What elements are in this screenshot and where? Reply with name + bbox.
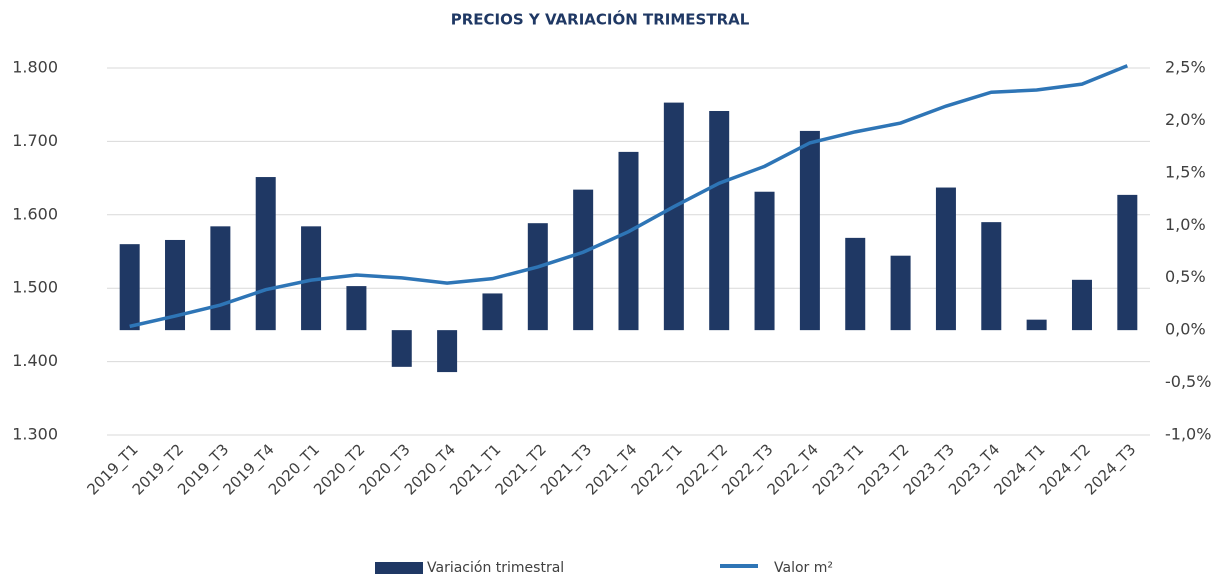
y-tick-label: 1.400	[12, 351, 58, 370]
bar	[709, 110, 730, 331]
bar	[301, 226, 322, 331]
bar	[799, 130, 820, 331]
bar	[981, 222, 1002, 331]
legend-label: Variación trimestral	[427, 560, 564, 576]
y2-tick-label: 2,0%	[1165, 110, 1206, 129]
y-tick-label: 1.600	[12, 204, 58, 223]
bar	[754, 191, 775, 331]
bar	[1071, 279, 1092, 331]
bar	[119, 244, 140, 331]
y2-tick-label: 1,5%	[1165, 162, 1206, 181]
legend-label: Valor m²	[774, 560, 833, 576]
bar	[1117, 194, 1138, 331]
y2-tick-label: -0,5%	[1165, 372, 1211, 391]
bar	[482, 293, 503, 331]
y-tick-label: 1.800	[12, 58, 58, 77]
bar	[618, 151, 639, 331]
y2-tick-label: 1,0%	[1165, 215, 1206, 234]
legend-swatch	[375, 562, 423, 574]
y2-tick-label: 0,5%	[1165, 267, 1206, 286]
bar	[210, 226, 231, 331]
y-tick-label: 1.700	[12, 131, 58, 150]
y2-tick-label: 2,5%	[1165, 58, 1206, 77]
bar	[573, 189, 594, 331]
line	[129, 64, 1128, 329]
y2-tick-label: -1,0%	[1165, 425, 1211, 444]
bar	[1026, 319, 1047, 331]
bar	[527, 223, 548, 331]
bar	[663, 102, 684, 331]
bar	[437, 330, 458, 373]
bar	[845, 237, 866, 331]
y-tick-label: 1.300	[12, 425, 58, 444]
bar	[346, 286, 367, 331]
bar	[935, 187, 956, 331]
bar	[391, 330, 412, 367]
plot-area	[119, 64, 1138, 373]
chart-title: PRECIOS Y VARIACIÓN TRIMESTRAL	[451, 10, 750, 29]
bar	[890, 255, 911, 331]
y2-tick-label: 0,0%	[1165, 320, 1206, 339]
bar	[255, 177, 276, 331]
bar	[165, 239, 186, 331]
y-tick-label: 1.500	[12, 278, 58, 297]
